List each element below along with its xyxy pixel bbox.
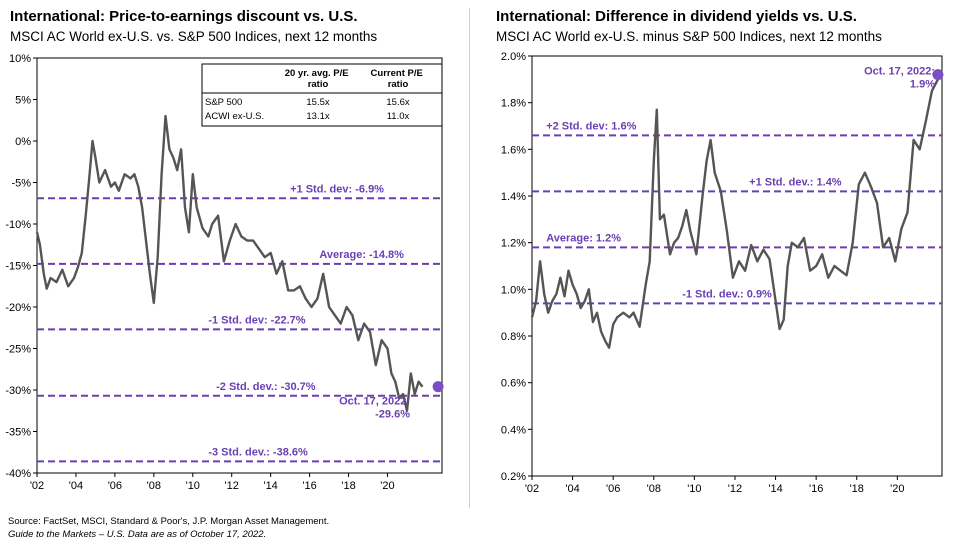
- pe-table-header-current-line1: Current P/E: [371, 68, 423, 79]
- reference-line-label: -2 Std. dev.: -30.7%: [216, 381, 316, 393]
- y-tick-label: 2.0%: [501, 51, 526, 63]
- pe-table-header-avg-line2: ratio: [308, 79, 329, 90]
- x-tick-label: '06: [108, 480, 122, 492]
- x-tick-label: '16: [809, 483, 823, 495]
- y-tick-label: -40%: [5, 468, 31, 480]
- x-tick-label: '16: [302, 480, 316, 492]
- data-date-note: Guide to the Markets – U.S. Data are as …: [8, 529, 267, 540]
- x-tick-label: '06: [606, 483, 620, 495]
- x-tick-label: '14: [768, 483, 782, 495]
- reference-line-label: -1 Std. dev.: 0.9%: [682, 288, 772, 300]
- left-chart-subtitle: MSCI AC World ex-U.S. vs. S&P 500 Indice…: [10, 29, 378, 44]
- y-tick-label: -10%: [5, 219, 31, 231]
- pe-table-row-sp500-avg: 15.5x: [306, 97, 329, 108]
- x-tick-label: '10: [687, 483, 701, 495]
- reference-line-label: Average: 1.2%: [546, 232, 621, 244]
- y-tick-label: -15%: [5, 261, 31, 273]
- y-tick-label: 0.2%: [501, 471, 526, 483]
- x-tick-label: '18: [341, 480, 355, 492]
- x-tick-label: '18: [850, 483, 864, 495]
- x-tick-label: '12: [225, 480, 239, 492]
- reference-line-label: +2 Std. dev: 1.6%: [546, 120, 636, 132]
- y-tick-label: 1.8%: [501, 98, 526, 110]
- y-tick-label: 0.8%: [501, 331, 526, 343]
- y-tick-label: -5%: [11, 178, 31, 190]
- x-tick-label: '08: [647, 483, 661, 495]
- annotation-line: -29.6%: [375, 409, 410, 421]
- reference-line-label: +1 Std. dev: -6.9%: [290, 183, 384, 195]
- series-line: [530, 78, 939, 349]
- x-tick-label: '02: [30, 480, 44, 492]
- pe-table-row-acwi-current: 11.0x: [387, 111, 410, 122]
- left-chart-title: International: Price-to-earnings discoun…: [10, 8, 358, 25]
- y-tick-label: -20%: [5, 302, 31, 314]
- right-chart-subtitle: MSCI AC World ex-U.S. minus S&P 500 Indi…: [496, 29, 882, 44]
- annotation-line: Oct. 17, 2022:: [339, 396, 410, 408]
- dividend-yield-chart: 2.0% 1.8% 1.6% 1.4% 1.2% 1.0% 0.8% 0.6% 0.4% 0.2%…: [501, 51, 944, 495]
- y-tick-label: 1.4%: [501, 191, 526, 203]
- series-line: [35, 114, 424, 412]
- latest-value-marker: [932, 69, 944, 81]
- source-note: Source: FactSet, MSCI, Standard & Poor's…: [8, 516, 330, 527]
- x-tick-label: '02: [525, 483, 539, 495]
- x-tick-label: '08: [147, 480, 161, 492]
- y-tick-label: 1.0%: [501, 284, 526, 296]
- latest-value-marker: [432, 381, 444, 393]
- reference-line-label: -3 Std. dev.: -38.6%: [208, 446, 308, 458]
- y-tick-label: 10%: [9, 53, 31, 65]
- right-chart-title: International: Difference in dividend yi…: [496, 8, 857, 25]
- x-tick-label: '20: [380, 480, 394, 492]
- y-tick-label: -25%: [5, 344, 31, 356]
- y-tick-label: 0.6%: [501, 378, 526, 390]
- x-tick-label: '20: [890, 483, 904, 495]
- latest-value-annotation: Oct. 17, 2022: -29.6%: [339, 396, 410, 421]
- x-tick-label: '04: [69, 480, 83, 492]
- pe-table-header-avg: 20 yr. avg. P/E ratio: [285, 68, 352, 90]
- reference-line-label: Average: -14.8%: [319, 249, 404, 261]
- pe-table-row-sp500-current: 15.6x: [386, 97, 409, 108]
- y-tick-label: 5%: [15, 95, 31, 107]
- y-tick-label: -35%: [5, 427, 31, 439]
- panel-divider: [469, 8, 470, 508]
- latest-value-annotation: Oct. 17, 2022: 1.9%: [864, 66, 935, 91]
- pe-discount-plot: 10%5%0%-5%-10%-15%-20%-25%-30%-35%-40%'0…: [5, 53, 444, 492]
- dividend-yield-difference-plot: 2.0% 1.8% 1.6% 1.4% 1.2% 1.0% 0.8% 0.6% 0.4% 0.2%…: [501, 51, 944, 495]
- pe-table-row-sp500-label: S&P 500: [205, 97, 242, 108]
- y-tick-label: 1.6%: [501, 144, 526, 156]
- pe-table-row-acwi-label: ACWI ex-U.S.: [205, 111, 264, 122]
- pe-ratio-table: 20 yr. avg. P/E ratio Current P/E ratio …: [201, 63, 443, 127]
- x-tick-label: '04: [565, 483, 579, 495]
- annotation-line: Oct. 17, 2022:: [864, 66, 935, 78]
- y-tick-label: 1.2%: [501, 238, 526, 250]
- x-tick-label: '10: [186, 480, 200, 492]
- pe-discount-chart: 10%5%0%-5%-10%-15%-20%-25%-30%-35%-40%'0…: [5, 53, 444, 492]
- pe-table-header-current-line2: ratio: [388, 79, 409, 90]
- y-tick-label: 0%: [15, 136, 31, 148]
- reference-line-label: -1 Std. dev: -22.7%: [208, 314, 305, 326]
- pe-table-header-current: Current P/E ratio: [371, 68, 426, 90]
- y-tick-label: -30%: [5, 385, 31, 397]
- reference-line-label: +1 Std. dev.: 1.4%: [749, 176, 842, 188]
- plot-frame: [531, 55, 943, 477]
- y-tick-label: 0.4%: [501, 424, 526, 436]
- x-tick-label: '14: [263, 480, 277, 492]
- x-tick-label: '12: [728, 483, 742, 495]
- annotation-line: 1.9%: [910, 79, 935, 91]
- pe-table-header-avg-line1: 20 yr. avg. P/E: [285, 68, 349, 79]
- pe-table-row-acwi-avg: 13.1x: [306, 111, 329, 122]
